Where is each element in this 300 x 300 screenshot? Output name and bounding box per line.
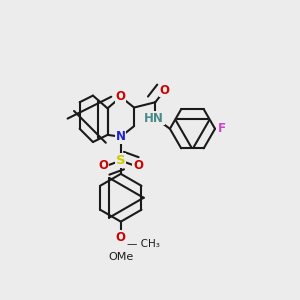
- Text: O: O: [116, 231, 126, 244]
- Text: OMe: OMe: [108, 252, 134, 262]
- Text: O: O: [133, 159, 143, 172]
- Text: N: N: [116, 130, 126, 143]
- Text: S: S: [116, 154, 126, 167]
- Text: F: F: [218, 122, 226, 135]
- Text: HN: HN: [144, 112, 164, 125]
- Text: O: O: [99, 159, 109, 172]
- Text: O: O: [116, 90, 126, 104]
- Text: O: O: [160, 84, 170, 97]
- Text: — CH₃: — CH₃: [128, 239, 160, 249]
